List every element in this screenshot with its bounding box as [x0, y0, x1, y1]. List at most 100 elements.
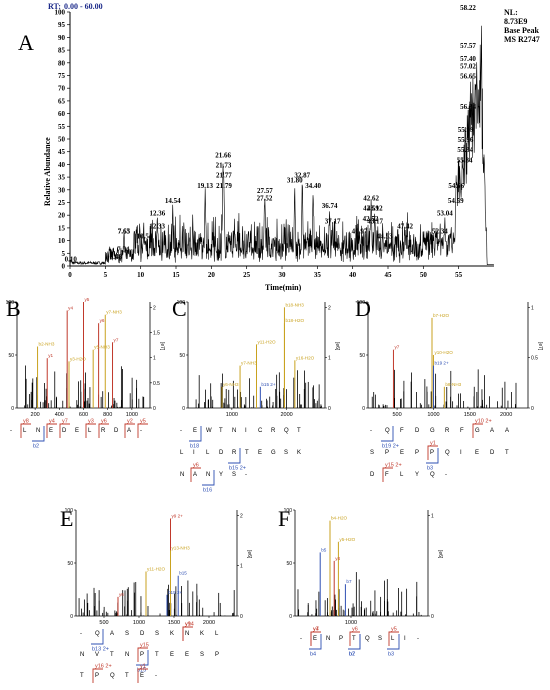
- y-fragment-bracket: [182, 626, 193, 641]
- spectrum-x-tick-label: 1000: [126, 412, 138, 418]
- sequence-residue: F: [460, 428, 464, 434]
- nl-line-2: 8.73E9: [504, 17, 527, 26]
- spectrum-y2-tick-label: 0.5: [531, 356, 538, 362]
- y-fragment-bracket: [59, 423, 70, 438]
- peak-label: 27.57: [257, 187, 273, 195]
- y-tick-label: 10: [58, 237, 66, 245]
- b-fragment-bracket: [381, 426, 394, 442]
- spectrum-x-tick-label: 600: [79, 412, 88, 418]
- sequence-residue: L: [206, 450, 210, 456]
- sequence-residue: P: [215, 652, 219, 658]
- x-tick-label: 50: [420, 271, 428, 279]
- spectrum-y2-tick-label: 0: [240, 614, 243, 620]
- y-fragment-bracket: [137, 668, 148, 683]
- sequence-residue: Q: [365, 636, 370, 642]
- spectrum-y-tick-label: 100: [65, 508, 74, 514]
- spectrum-x-tick-label: 500: [392, 412, 401, 418]
- x-tick-label: 10: [137, 271, 145, 279]
- b-fragment-bracket: [189, 426, 202, 442]
- nl-line-4: MS R2747: [504, 35, 540, 44]
- sequence-residue: W: [206, 428, 212, 434]
- spectrum-x-tick-label: 1000: [133, 620, 145, 626]
- peak-label: 55.84: [457, 156, 473, 164]
- spectrum-y2-tick-label: 1.5: [153, 330, 160, 336]
- peak-label: 57.02: [460, 62, 476, 70]
- sequence-residue: F: [385, 472, 389, 478]
- y-fragment-bracket: [46, 423, 57, 438]
- sequence-residue: T: [110, 652, 114, 658]
- y-fragment-bracket: [137, 647, 148, 662]
- y-fragment-bracket: [472, 423, 483, 438]
- y-fragment-bracket: [92, 668, 103, 683]
- sequence-residue: E: [49, 428, 53, 434]
- y-fragment-bracket: [190, 467, 201, 482]
- peak-label: 53.04: [437, 210, 453, 218]
- b-fragment-label: b4: [310, 652, 316, 658]
- y-tick-label: 45: [58, 148, 66, 156]
- sequence-residue: E: [170, 652, 174, 658]
- spectrum-y2-label: [e6]: [437, 550, 443, 559]
- ion-label: y5-H2O: [339, 537, 355, 542]
- spectrum-y2-tick-label: 0: [531, 406, 534, 412]
- y-tick-label: 25: [58, 199, 66, 207]
- sequence-residue: T: [80, 673, 84, 679]
- sequence-residue: R: [445, 428, 450, 434]
- y-tick-label: 20: [58, 212, 66, 220]
- ion-label: y11-H2O: [258, 339, 276, 344]
- spectrum-y2-tick-label: 1: [240, 564, 243, 570]
- spectrum-y-tick-label: 0: [11, 406, 14, 412]
- b-fragment-label: b2: [349, 652, 355, 658]
- b-fragment-label: b15 2+: [229, 466, 246, 472]
- sequence-residue: T: [219, 428, 223, 434]
- ion-label: y1: [48, 353, 53, 358]
- y-tick-label: 50: [58, 136, 66, 144]
- y-tick-label: 100: [55, 9, 66, 17]
- sequence-residue: T: [505, 450, 509, 456]
- sequence-residue: Q: [385, 428, 390, 434]
- rt-label: RT:: [48, 2, 61, 11]
- peak-label: 21.77: [216, 172, 232, 180]
- sequence-residue: P: [339, 636, 343, 642]
- y-fragment-label: y7: [313, 627, 319, 633]
- x-tick-label: 55: [455, 271, 463, 279]
- x-tick-label: 0: [68, 271, 72, 279]
- x-tick-label: 5: [104, 271, 108, 279]
- y-fragment-bracket: [124, 423, 135, 438]
- rt-range: 0.00 - 60.00: [64, 2, 103, 11]
- sequence-residue: D: [415, 428, 420, 434]
- sequence-residue: D: [114, 428, 119, 434]
- y-fragment-label: y6: [193, 463, 199, 469]
- ion-label: y7: [394, 345, 399, 350]
- y-fragment-bracket: [85, 423, 96, 438]
- sequence-residue: A: [110, 631, 114, 637]
- y-fragment-label: y5: [140, 419, 146, 425]
- sequence-residue: Y: [415, 472, 419, 478]
- ion-label: b5: [321, 547, 327, 552]
- spectrum-y-tick-label: 0: [362, 406, 365, 412]
- ion-label: y6-NH3: [223, 382, 239, 387]
- spectrum-x-tick-label: 400: [55, 412, 64, 418]
- sequence-residue: D: [370, 472, 375, 478]
- y-fragment-bracket: [388, 631, 399, 646]
- x-tick-label: 35: [314, 271, 322, 279]
- y-fragment-bracket: [310, 631, 321, 646]
- peak-label: 42.59: [363, 205, 379, 213]
- spectrum-x-tick-label: 2000: [203, 620, 215, 626]
- sequence-residue: S: [155, 631, 159, 637]
- spectrum-x-tick-label: 500: [99, 620, 108, 626]
- sequence-residue: -: [80, 631, 82, 637]
- sequence-residue: Q: [110, 673, 115, 679]
- y-fragment-bracket: [349, 631, 360, 646]
- sequence-residue: E: [400, 450, 404, 456]
- sequence-residue: K: [200, 631, 204, 637]
- peak-label: 55.99: [458, 126, 474, 134]
- y-fragment-label: y6: [352, 627, 358, 633]
- b-fragment-label: b16: [203, 488, 212, 494]
- peak-label: 42.62: [363, 195, 379, 203]
- peak-label: 7.54: [117, 245, 130, 253]
- peak-label: 34.40: [305, 182, 321, 190]
- sequence-residue: L: [400, 472, 404, 478]
- peak-label: 19.13: [197, 182, 213, 190]
- sequence-residue: E: [475, 450, 479, 456]
